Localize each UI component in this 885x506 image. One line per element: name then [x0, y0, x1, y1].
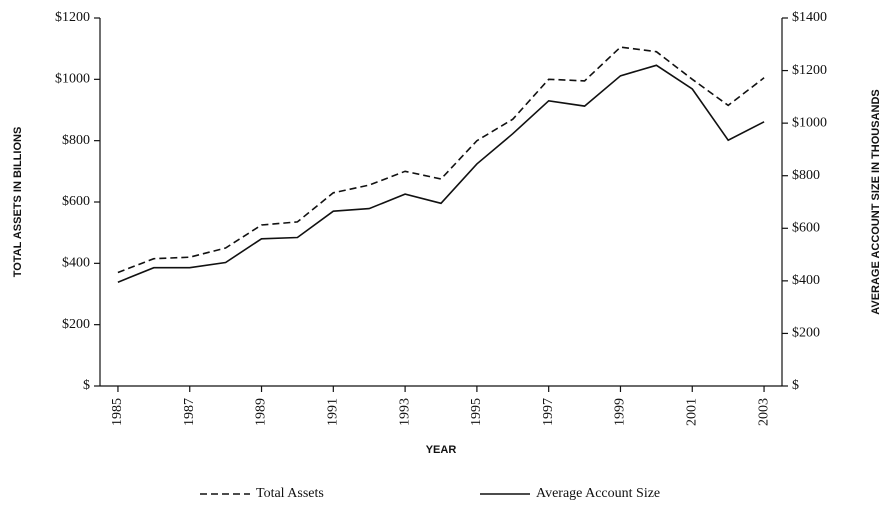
y2-tick-label: $	[792, 378, 799, 393]
y2-tick-label: $1000	[792, 115, 827, 130]
x-tick-label: 1999	[613, 398, 628, 426]
y-tick-label: $	[83, 378, 90, 393]
y2-axis-title: AVERAGE ACCOUNT SIZE IN THOUSANDS	[870, 89, 882, 315]
x-tick-label: 1989	[254, 398, 269, 426]
y2-tick-label: $1400	[792, 10, 827, 25]
x-tick-label: 1997	[541, 398, 556, 426]
legend-label: Average Account Size	[536, 486, 660, 501]
x-tick-label: 1991	[326, 398, 341, 426]
y2-tick-label: $1200	[792, 63, 827, 78]
y-tick-label: $1200	[55, 10, 90, 25]
y2-tick-label: $600	[792, 221, 820, 236]
y-axis-title: TOTAL ASSETS IN BILLIONS	[12, 127, 24, 278]
x-tick-label: 1993	[397, 398, 412, 426]
y2-tick-label: $200	[792, 326, 820, 341]
series-line	[117, 46, 765, 274]
x-tick-label: 1987	[182, 398, 197, 426]
y-tick-label: $200	[62, 317, 90, 332]
x-tick-label: 2001	[684, 398, 699, 426]
x-tick-label: 1985	[110, 398, 125, 426]
y2-tick-label: $800	[792, 168, 820, 183]
legend-label: Total Assets	[256, 486, 324, 501]
y-tick-label: $1000	[55, 72, 90, 87]
y-tick-label: $400	[62, 256, 90, 271]
series-line	[117, 64, 765, 283]
x-tick-label: 1995	[469, 398, 484, 426]
y2-tick-label: $400	[792, 273, 820, 288]
y-tick-label: $600	[62, 194, 90, 209]
x-axis-title: YEAR	[426, 444, 457, 456]
y-tick-label: $800	[62, 133, 90, 148]
x-tick-label: 2003	[756, 398, 771, 426]
